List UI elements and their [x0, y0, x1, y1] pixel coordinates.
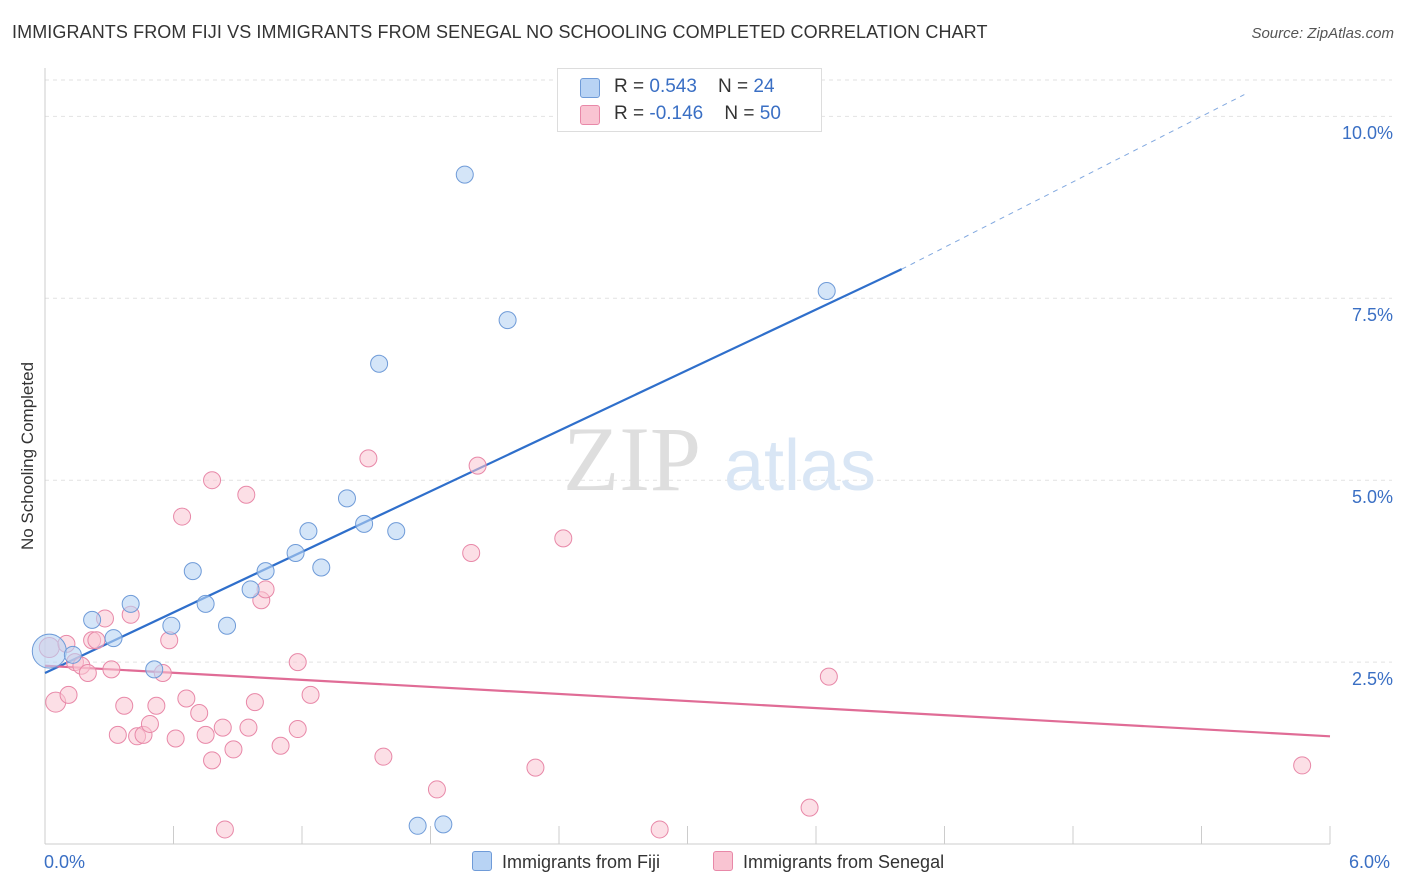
point-senegal: [190, 704, 209, 723]
point-senegal: [147, 696, 166, 715]
point-fiji: [83, 610, 102, 629]
point-fiji: [455, 165, 474, 184]
y-tick-label: 2.5%: [1351, 669, 1393, 690]
point-senegal: [271, 736, 290, 755]
y-tick-label: 7.5%: [1351, 305, 1393, 326]
point-fiji: [370, 354, 389, 373]
watermark-atlas: atlas: [724, 426, 876, 506]
point-fiji: [121, 594, 140, 613]
point-senegal: [203, 471, 222, 490]
legend-n-label-fiji: N =: [718, 76, 754, 97]
legend-swatch-fiji: [580, 78, 600, 98]
watermark-zip: ZIP: [563, 408, 701, 510]
point-fiji: [312, 558, 331, 577]
point-senegal: [224, 740, 243, 759]
point-senegal: [177, 689, 196, 708]
point-senegal: [173, 507, 192, 526]
point-fiji: [162, 616, 181, 635]
point-senegal: [288, 653, 307, 672]
legend-r-value-fiji: 0.543: [649, 76, 697, 97]
legend-swatch-senegal: [580, 105, 600, 125]
point-senegal: [288, 720, 307, 739]
point-senegal: [245, 693, 264, 712]
legend-r-value-senegal: -0.146: [649, 103, 704, 124]
point-senegal: [87, 631, 106, 650]
point-senegal: [1293, 756, 1312, 775]
point-fiji: [63, 645, 82, 664]
point-fiji: [104, 629, 123, 648]
point-fiji: [241, 580, 260, 599]
point-fiji: [183, 562, 202, 581]
point-senegal: [237, 485, 256, 504]
point-fiji: [145, 660, 164, 679]
point-senegal: [301, 685, 320, 704]
point-senegal: [213, 718, 232, 737]
point-fiji: [218, 616, 237, 635]
point-fiji: [337, 489, 356, 508]
legend-label-senegal: Immigrants from Senegal: [743, 852, 945, 872]
point-fiji: [355, 514, 374, 533]
point-fiji: [299, 522, 318, 541]
point-fiji: [256, 562, 275, 581]
x-tick-label-max: 6.0%: [1349, 852, 1391, 872]
point-senegal: [59, 685, 78, 704]
y-tick-label: 10.0%: [1341, 123, 1393, 144]
legend-r-label-senegal: R =: [614, 103, 650, 124]
point-senegal: [462, 543, 481, 562]
point-fiji: [196, 594, 215, 613]
legend-swatch-senegal-bottom: [713, 851, 733, 871]
point-senegal: [374, 747, 393, 766]
legend-item-senegal[interactable]: Immigrants from Senegal: [713, 851, 944, 873]
trend-line-senegal: [44, 664, 1331, 738]
point-senegal: [256, 580, 275, 599]
x-tick-label-min: 0.0%: [44, 852, 86, 872]
point-senegal: [427, 780, 446, 799]
correlation-legend: R = 0.543 N = 24 R = -0.146 N = 50: [557, 68, 822, 132]
point-senegal: [102, 660, 121, 679]
point-fiji: [498, 311, 517, 330]
legend-swatch-fiji-bottom: [472, 851, 492, 871]
legend-n-value-fiji: 24: [753, 76, 775, 97]
grid-lines: [45, 79, 1392, 663]
axes: [44, 68, 1331, 845]
point-senegal: [239, 718, 258, 737]
point-fiji: [286, 543, 305, 562]
data-points: [31, 165, 1312, 839]
point-senegal: [203, 751, 222, 770]
point-fiji: [408, 816, 427, 835]
trend-line-fiji-extension: [901, 94, 1245, 270]
watermark: ZIP atlas: [563, 408, 876, 510]
legend-label-fiji: Immigrants from Fiji: [502, 852, 661, 872]
legend-item-fiji[interactable]: Immigrants from Fiji: [472, 851, 660, 873]
point-senegal: [108, 725, 127, 744]
point-fiji: [434, 815, 453, 834]
point-fiji: [31, 633, 67, 669]
point-senegal: [650, 820, 669, 839]
legend-r-label-fiji: R =: [614, 76, 650, 97]
point-senegal: [196, 725, 215, 744]
point-senegal: [526, 758, 545, 777]
legend-n-value-senegal: 50: [759, 103, 781, 124]
point-senegal: [166, 729, 185, 748]
page-title: IMMIGRANTS FROM FIJI VS IMMIGRANTS FROM …: [12, 22, 988, 42]
point-senegal: [215, 820, 234, 839]
point-senegal: [468, 456, 487, 475]
y-tick-label: 5.0%: [1351, 487, 1393, 508]
source-label: Source: ZipAtlas.com: [1251, 25, 1394, 42]
point-senegal: [359, 449, 378, 468]
point-senegal: [554, 529, 573, 548]
point-senegal: [78, 664, 97, 683]
point-senegal: [819, 667, 838, 686]
point-senegal: [140, 714, 159, 733]
legend-n-label-senegal: N =: [724, 103, 760, 124]
point-fiji: [817, 282, 836, 301]
point-senegal: [800, 798, 819, 817]
point-fiji: [387, 522, 406, 541]
point-senegal: [115, 696, 134, 715]
